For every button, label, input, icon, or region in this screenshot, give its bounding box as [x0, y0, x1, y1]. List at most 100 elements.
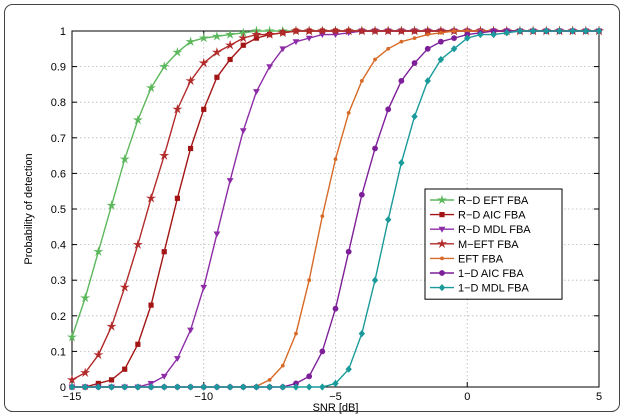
data-point [253, 35, 260, 41]
data-point [330, 25, 341, 36]
data-point [305, 35, 313, 42]
legend-label: R−D EFT FBA [458, 195, 529, 207]
legend-marker [438, 226, 446, 233]
data-point [226, 178, 234, 184]
axis-ticks: −15 −10 −5 0 5 0 0.1 0.2 0.3 0.4 0.5 0.6 0.7 0.8 0.9 1 [51, 26, 602, 403]
legend-entry: M−EFT FBA [430, 238, 519, 251]
data-point [122, 366, 128, 372]
figure-border [4, 4, 620, 412]
y-tick-label: 0.9 [51, 62, 66, 74]
data-point [503, 29, 510, 37]
data-point [292, 383, 300, 391]
data-point [294, 331, 298, 336]
data-point [240, 383, 247, 391]
data-point [106, 321, 117, 331]
data-point [569, 27, 576, 35]
data-point [135, 341, 141, 347]
data-point [320, 214, 325, 219]
data-point [279, 46, 287, 53]
legend-marker [439, 212, 445, 218]
y-tick-label: 0.4 [51, 240, 66, 252]
data-point [226, 383, 234, 391]
data-point [398, 159, 405, 167]
data-point [595, 27, 603, 35]
data-point [450, 45, 458, 53]
data-point [239, 128, 247, 135]
data-point [145, 82, 157, 93]
x-tick-label: −5 [329, 391, 342, 403]
y-axis-label: Probability of detection [23, 153, 35, 264]
data-point [385, 106, 392, 113]
data-point [290, 25, 302, 36]
legend-marker [439, 270, 445, 276]
data-point [332, 379, 339, 388]
x-axis-label: SNR [dB] [313, 402, 359, 414]
x-tick-label: −10 [194, 391, 213, 403]
legend-label: 1−D AIC FBA [458, 268, 524, 280]
data-point [556, 27, 563, 35]
data-point [159, 61, 170, 71]
y-tick-label: 1 [60, 26, 66, 38]
data-point [213, 231, 221, 238]
legend-entry: 1−D AIC FBA [430, 268, 524, 280]
data-point [121, 383, 128, 391]
data-point [159, 150, 170, 160]
data-point [172, 47, 183, 57]
data-point [108, 377, 115, 383]
data-point [369, 25, 381, 36]
data-point [464, 34, 471, 42]
data-point [172, 104, 183, 114]
x-tick-label: 0 [464, 391, 470, 403]
data-point [251, 29, 262, 39]
data-point [582, 27, 590, 35]
y-tick-label: 0.6 [51, 168, 66, 180]
data-point [187, 145, 194, 152]
data-point [543, 27, 550, 35]
data-point [319, 348, 326, 355]
x-tick-label: −15 [63, 391, 82, 403]
data-point [174, 356, 181, 362]
data-point [134, 383, 142, 391]
data-point [280, 363, 285, 368]
legend-marker [438, 284, 446, 292]
data-point [371, 276, 379, 284]
x-tick-label: 5 [596, 391, 602, 403]
grid-lines [72, 31, 599, 387]
data-point [119, 282, 130, 292]
data-point [225, 29, 236, 39]
data-point [317, 25, 328, 36]
data-point [438, 38, 444, 45]
data-point [161, 383, 168, 391]
legend-marker [436, 194, 448, 205]
y-tick-label: 0.8 [51, 97, 66, 109]
data-point [411, 60, 418, 66]
data-point [211, 47, 222, 57]
data-point [516, 27, 524, 35]
data-point [399, 39, 404, 44]
data-point [383, 25, 394, 36]
y-tick-label: 0.2 [51, 311, 66, 323]
data-point [373, 57, 377, 62]
legend-label: M−EFT FBA [458, 239, 519, 251]
y-tick-label: 0.3 [51, 275, 66, 287]
y-tick-label: 0 [60, 382, 66, 394]
data-point [93, 349, 104, 360]
data-point [267, 377, 272, 382]
data-point [132, 239, 143, 249]
data-point [81, 383, 89, 391]
data-point [277, 27, 288, 38]
data-point [148, 302, 154, 308]
data-point [306, 373, 313, 380]
y-tick-label: 0.5 [51, 204, 66, 216]
legend-marker [436, 238, 448, 249]
data-point [412, 36, 417, 41]
data-point [292, 39, 300, 46]
data-point [227, 56, 233, 63]
data-point [211, 31, 222, 41]
data-point [359, 78, 364, 83]
data-point [358, 191, 365, 198]
data-point [451, 35, 457, 42]
data-point [490, 30, 497, 39]
data-point [119, 153, 130, 164]
